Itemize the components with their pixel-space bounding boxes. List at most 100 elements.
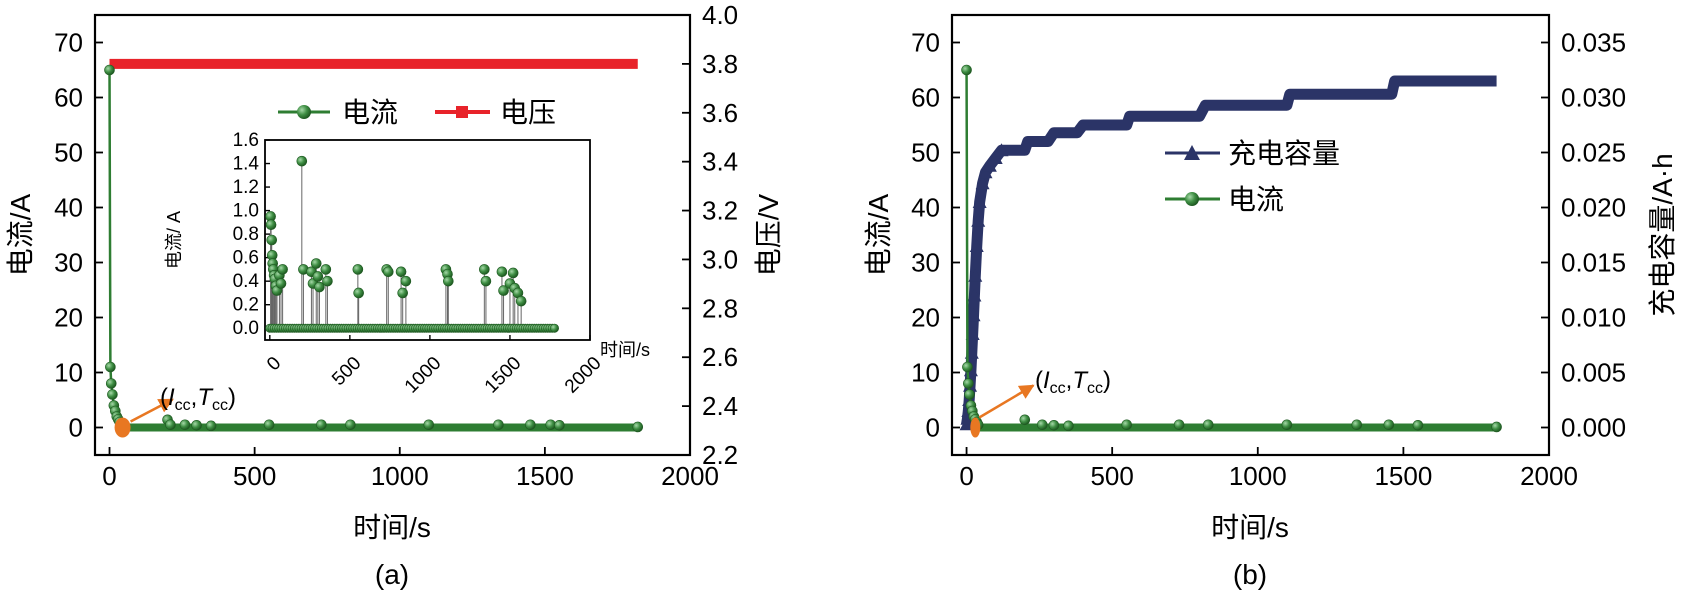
current-point bbox=[179, 419, 191, 431]
y2-tick-label: 4.0 bbox=[702, 0, 738, 30]
capacity-point bbox=[967, 288, 982, 302]
panel-a-legend: 电流 电压 bbox=[278, 97, 556, 128]
current-point bbox=[263, 419, 275, 431]
y-tick-label: 50 bbox=[54, 138, 83, 168]
inset-y-tick-label: 1.2 bbox=[233, 177, 259, 198]
x-tick-label: 1500 bbox=[1374, 461, 1432, 491]
panel-a-inset: 0 500 1000 1500 2000 0.00.2 0.40.6 0.81.0 1.21.4… bbox=[164, 130, 650, 398]
inset-y-tick-label: 1.6 bbox=[233, 130, 259, 151]
legend-voltage-marker bbox=[456, 106, 468, 118]
panel-a-label: (a) bbox=[375, 559, 409, 590]
current-point bbox=[191, 419, 202, 431]
x-tick-label: 2000 bbox=[1520, 461, 1578, 491]
y2-tick-label: 3.2 bbox=[702, 196, 738, 226]
current-point bbox=[1351, 419, 1363, 431]
inset-stem-point bbox=[265, 219, 277, 231]
inset-stem-point bbox=[479, 264, 490, 275]
panel-a-frame bbox=[93, 13, 692, 457]
inset-series bbox=[265, 155, 559, 333]
y2-tick-label: 2.8 bbox=[702, 293, 738, 323]
panel-b-series bbox=[959, 64, 1502, 433]
y2-tick-label: 0.015 bbox=[1561, 248, 1626, 278]
x-tick-label: 1000 bbox=[371, 461, 429, 491]
current-point bbox=[1383, 419, 1395, 431]
panel-b-frame bbox=[950, 13, 1551, 457]
inset-stem-point bbox=[277, 264, 288, 275]
inset-stem-point bbox=[314, 281, 325, 293]
y2-tick-label: 3.4 bbox=[702, 147, 738, 177]
inset-stem-point bbox=[443, 275, 454, 287]
inset-stem-point bbox=[352, 264, 364, 275]
y2-tick-label: 0.030 bbox=[1561, 83, 1626, 113]
current-point bbox=[1173, 419, 1185, 431]
inset-stem-point bbox=[296, 155, 308, 167]
capacity-point bbox=[972, 195, 987, 208]
current-point bbox=[1036, 419, 1048, 431]
inset-y-tick-label: 0.8 bbox=[233, 224, 259, 245]
y2-tick-label: 3.6 bbox=[702, 98, 738, 128]
panel-a-tcc-arrow bbox=[129, 398, 174, 423]
panel-b-x-axis-label: 时间/s bbox=[1211, 512, 1289, 543]
inset-stem-point bbox=[322, 275, 333, 287]
legend-voltage-label: 电压 bbox=[500, 97, 556, 128]
y2-tick-label: 0.035 bbox=[1561, 28, 1626, 58]
inset-stem-point bbox=[275, 278, 287, 289]
inset-x-tick-label: 2000 bbox=[561, 353, 606, 398]
capacity-point bbox=[971, 213, 986, 227]
legend-capacity-label: 充电容量 bbox=[1228, 138, 1340, 169]
y-tick-label: 60 bbox=[54, 83, 83, 113]
capacity-point bbox=[994, 143, 1009, 157]
current-point bbox=[961, 64, 972, 76]
inset-stem-point bbox=[310, 258, 322, 269]
y-tick-label: 70 bbox=[911, 28, 940, 58]
current-point bbox=[1412, 419, 1424, 431]
inset-stem-point bbox=[507, 267, 519, 279]
panel-b-tcc-annotation: (Icc,Tcc) bbox=[1035, 367, 1111, 397]
y2-tick-label: 0.010 bbox=[1561, 303, 1626, 333]
inset-stem-point bbox=[515, 295, 527, 307]
legend-current-label: 电流 bbox=[342, 97, 398, 128]
inset-stem-point bbox=[382, 266, 394, 278]
inset-x-tick-label: 1000 bbox=[401, 353, 446, 398]
inset-stem-point bbox=[397, 287, 408, 299]
current-point bbox=[1019, 414, 1031, 426]
legend-current-marker bbox=[297, 105, 311, 119]
inset-stem-point bbox=[480, 275, 492, 287]
inset-y-tick-label: 1.0 bbox=[233, 201, 259, 222]
inset-y-tick-label: 0.2 bbox=[233, 295, 259, 316]
inset-stem-point bbox=[400, 275, 412, 287]
current-point bbox=[963, 378, 974, 389]
y2-tick-label: 0.000 bbox=[1561, 413, 1626, 443]
panel-b-y2-axis-label: 充电容量/A·h bbox=[1647, 153, 1678, 316]
panel-b: 0 500 1000 1500 2000 0 10 20 30 40 50 60 70 0.000 0.00… bbox=[863, 13, 1678, 590]
current-point bbox=[1281, 419, 1293, 431]
capacity-point bbox=[969, 239, 984, 252]
x-tick-label: 0 bbox=[959, 461, 973, 491]
legend-current-b-label: 电流 bbox=[1228, 184, 1284, 215]
current-point bbox=[105, 378, 117, 389]
inset-stem-point bbox=[320, 264, 332, 275]
panel-a-series bbox=[104, 58, 644, 433]
current-point bbox=[316, 419, 327, 431]
capacity-point bbox=[968, 268, 983, 282]
y2-tick-label: 0.020 bbox=[1561, 193, 1626, 223]
panel-b-tcc-point bbox=[970, 417, 981, 438]
y-tick-label: 50 bbox=[911, 138, 940, 168]
current-point bbox=[1048, 419, 1060, 431]
y-tick-label: 40 bbox=[911, 193, 940, 223]
inset-y-tick-label: 0.0 bbox=[233, 318, 259, 339]
panel-b-label: (b) bbox=[1233, 559, 1267, 590]
inset-y-tick-label: 1.4 bbox=[233, 154, 260, 175]
current-point bbox=[205, 420, 217, 432]
capacity-point bbox=[975, 176, 990, 190]
legend-capacity-marker bbox=[1184, 145, 1200, 160]
inset-y-axis-label: 电流/ A bbox=[164, 211, 184, 269]
inset-frame bbox=[264, 139, 591, 341]
inset-stem-point bbox=[395, 266, 407, 278]
y2-tick-label: 3.8 bbox=[702, 49, 738, 79]
y-tick-label: 30 bbox=[911, 248, 940, 278]
inset-x-axis-label: 时间/s bbox=[600, 340, 650, 360]
inset-y-tick-label: 0.4 bbox=[233, 271, 260, 292]
y-tick-label: 30 bbox=[54, 248, 83, 278]
